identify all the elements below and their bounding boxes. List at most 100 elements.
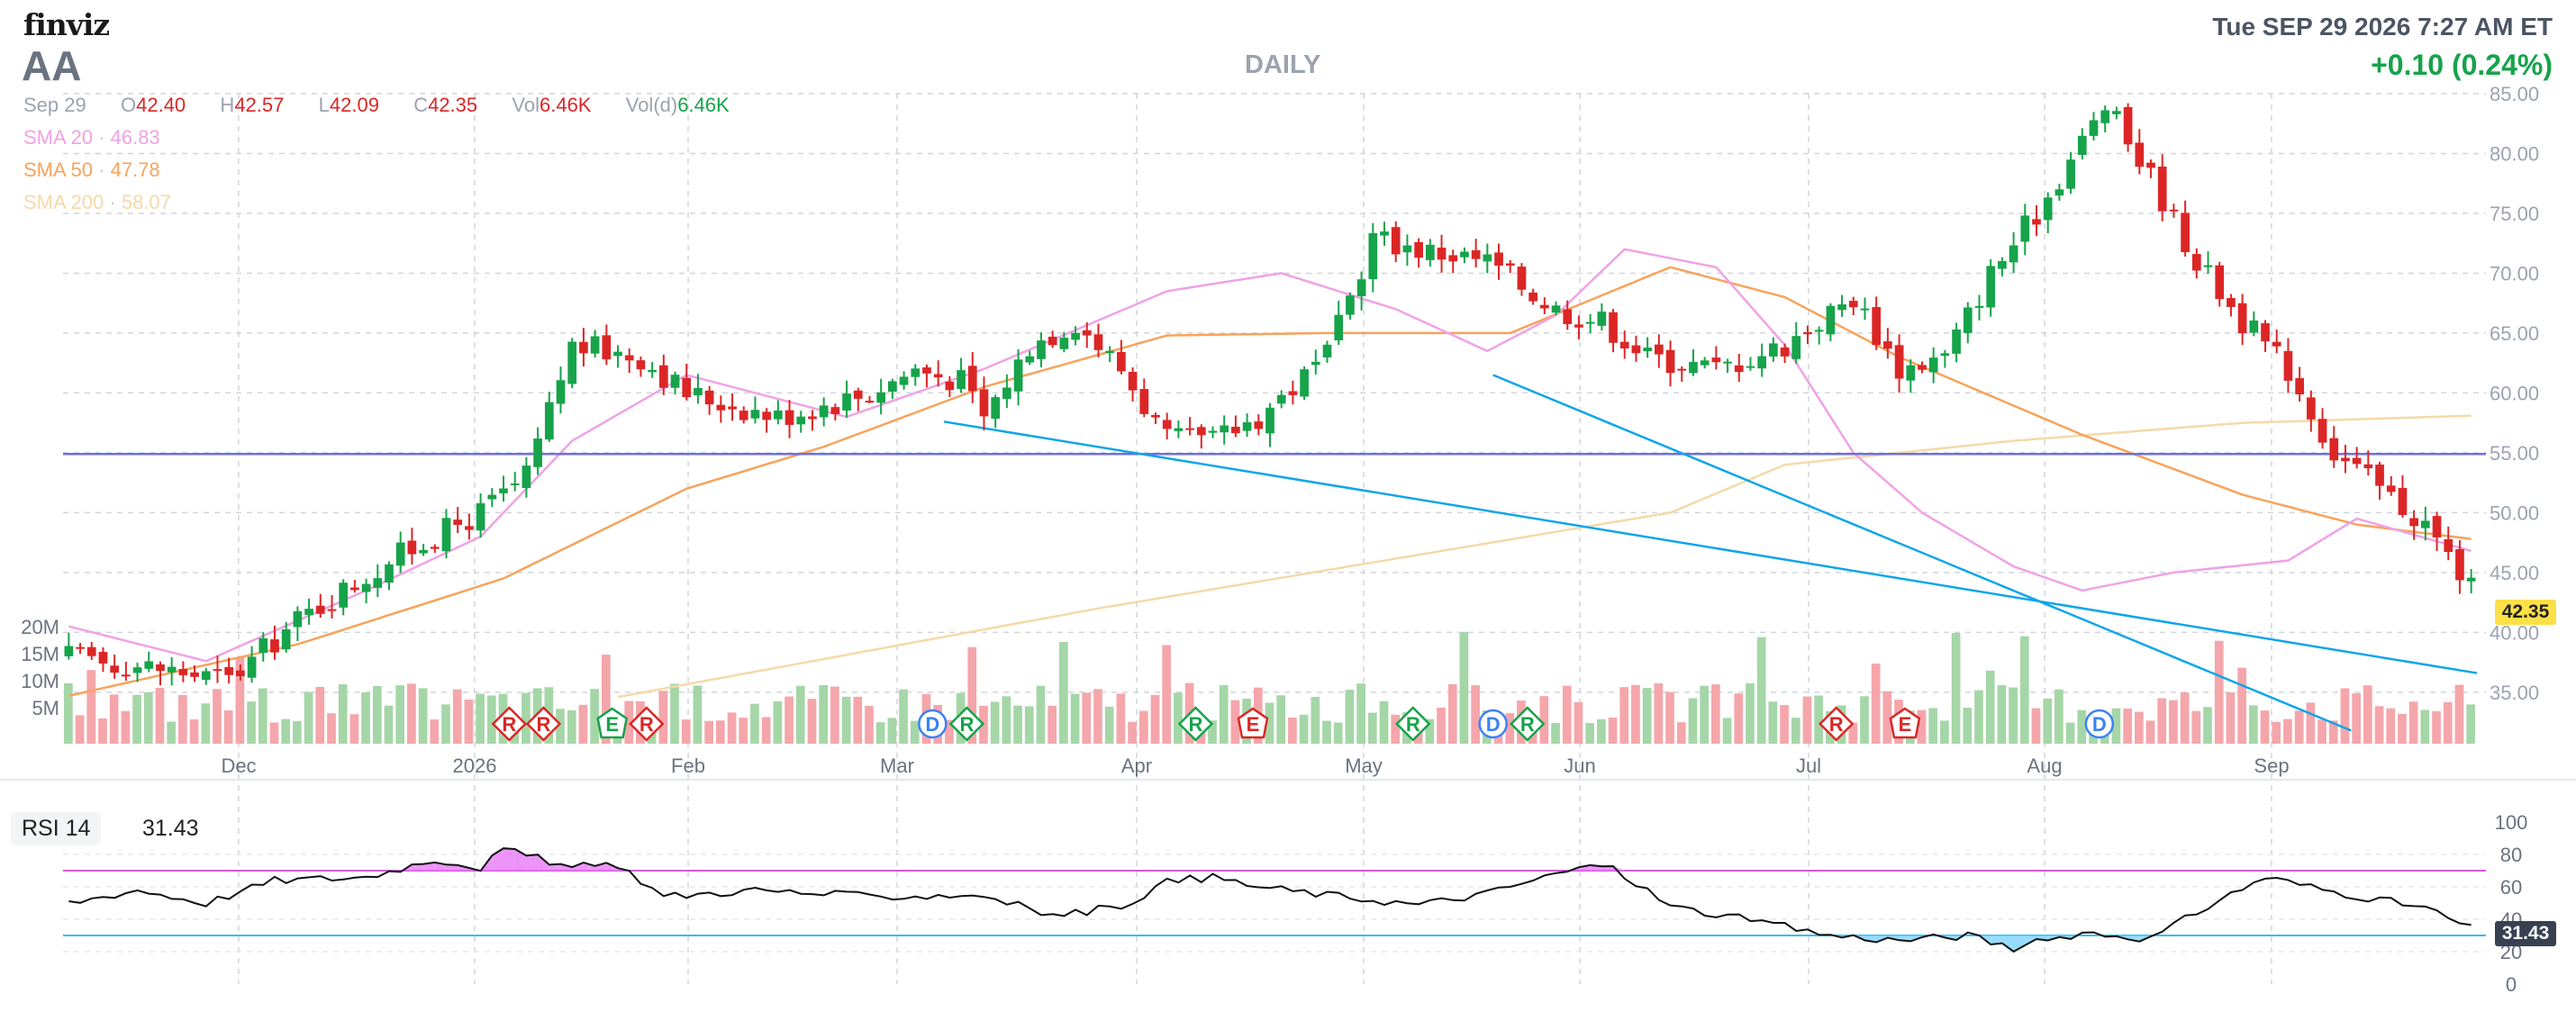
sma-50-legend[interactable]: SMA 50 · 47.78 xyxy=(23,158,160,181)
candle-body xyxy=(613,351,622,357)
timeframe-label[interactable]: DAILY xyxy=(1245,50,1321,79)
volume-bar xyxy=(727,712,737,744)
candle-body xyxy=(2317,419,2327,443)
candle-body xyxy=(2112,111,2121,114)
volume-bar xyxy=(143,691,153,744)
volume-bar xyxy=(2363,685,2372,744)
candle-body xyxy=(1734,365,1744,373)
volume-bar xyxy=(486,695,496,744)
volume-bar xyxy=(121,710,131,744)
rsi-overbought-area xyxy=(503,848,515,871)
candle-body xyxy=(453,520,463,525)
volume-bar xyxy=(1974,690,1983,744)
volume-bar xyxy=(235,656,245,744)
candle-body xyxy=(339,583,349,608)
candle-body xyxy=(1425,244,1435,260)
date-time: Tue SEP 29 2026 7:27 AM ET xyxy=(2212,13,2553,41)
volume-bar xyxy=(670,683,679,744)
candle-body xyxy=(556,380,566,404)
volume-bar xyxy=(1437,707,1446,744)
volume-bar xyxy=(1104,706,1114,744)
candle-body xyxy=(590,336,600,354)
candle-body xyxy=(2466,577,2476,582)
candle-body xyxy=(350,587,359,591)
candle-body xyxy=(567,341,577,384)
volume-bar xyxy=(1367,712,1377,744)
candle-body xyxy=(2066,159,2075,189)
candle-body xyxy=(2100,110,2110,123)
volume-tick-label: 10M xyxy=(21,670,59,692)
candle-body xyxy=(1025,356,1035,363)
candle-body xyxy=(1356,279,1366,297)
volume-bar xyxy=(281,718,291,744)
candle-body xyxy=(1769,343,1778,357)
candle-body xyxy=(1986,266,1996,308)
candle-body xyxy=(1814,330,1824,332)
candle-body xyxy=(533,438,542,467)
volume-bar xyxy=(293,720,302,744)
candle-body xyxy=(1928,357,1938,373)
candle-body xyxy=(1231,426,1240,434)
volume-bar xyxy=(2065,722,2075,744)
sma-200-legend[interactable]: SMA 200 · 58.07 xyxy=(23,191,171,213)
candle-body xyxy=(2272,341,2281,347)
volume-bar xyxy=(1768,701,1778,744)
candle-body xyxy=(922,367,931,374)
candle-body xyxy=(2203,265,2213,267)
candle-body xyxy=(156,664,165,672)
volume-bar xyxy=(899,689,908,744)
candle-body xyxy=(796,416,806,425)
candle-body xyxy=(1311,361,1320,366)
volume-bar xyxy=(1345,690,1355,744)
volume-bar xyxy=(86,670,96,744)
volume-bar xyxy=(2191,710,2201,744)
candle-body xyxy=(1665,349,1675,374)
candle-body xyxy=(178,669,188,675)
volume-bar xyxy=(624,700,634,744)
candle-body xyxy=(624,355,634,361)
candle-body xyxy=(2444,538,2454,553)
volume-bar xyxy=(1882,691,1892,744)
price-tick-label: 65.00 xyxy=(2490,322,2539,345)
volume-tick-label: 5M xyxy=(32,697,59,719)
candle-body xyxy=(2020,215,2030,242)
volume-bar xyxy=(2408,701,2418,744)
candle-body xyxy=(2398,487,2408,515)
volume-bar xyxy=(578,704,588,744)
volume-bar xyxy=(1928,708,1938,744)
candle-body xyxy=(1208,430,1218,433)
volume-bar xyxy=(2432,711,2441,744)
candle-body xyxy=(1322,344,1332,357)
finviz-logo[interactable]: finviz xyxy=(23,7,110,42)
event-marker-label: R xyxy=(537,713,551,736)
candle-body xyxy=(430,547,440,549)
earnings-marker-icon xyxy=(1889,707,1921,739)
candle-body xyxy=(842,393,851,411)
volume-bar xyxy=(590,689,599,744)
candle-body xyxy=(385,564,394,583)
volume-bar xyxy=(1848,722,1858,744)
candle-body xyxy=(1848,301,1858,308)
rsi-indicator-label[interactable]: RSI 14 xyxy=(11,812,102,845)
volume-bar xyxy=(1356,683,1365,744)
volume-bar xyxy=(1997,684,2007,744)
volume-bar xyxy=(1048,705,1057,744)
candle-body xyxy=(327,609,337,611)
candle-body xyxy=(1826,305,1836,335)
candle-body xyxy=(2409,518,2418,527)
close-value: 42.35 xyxy=(428,94,478,116)
volume-bar xyxy=(1116,693,1126,744)
volume-bar xyxy=(1425,718,1435,744)
volume-bar xyxy=(2248,705,2258,744)
candle-body xyxy=(1460,251,1469,258)
sma-20-legend[interactable]: SMA 20 · 46.83 xyxy=(23,126,160,149)
candle-body xyxy=(1391,227,1401,255)
event-marker-label: R xyxy=(502,713,516,736)
candle-body xyxy=(957,370,966,390)
candle-body xyxy=(2043,197,2053,221)
candle-body xyxy=(2375,464,2384,486)
candle-body xyxy=(259,637,268,654)
candle-body xyxy=(1380,231,1389,236)
volume-bar xyxy=(2054,689,2064,744)
